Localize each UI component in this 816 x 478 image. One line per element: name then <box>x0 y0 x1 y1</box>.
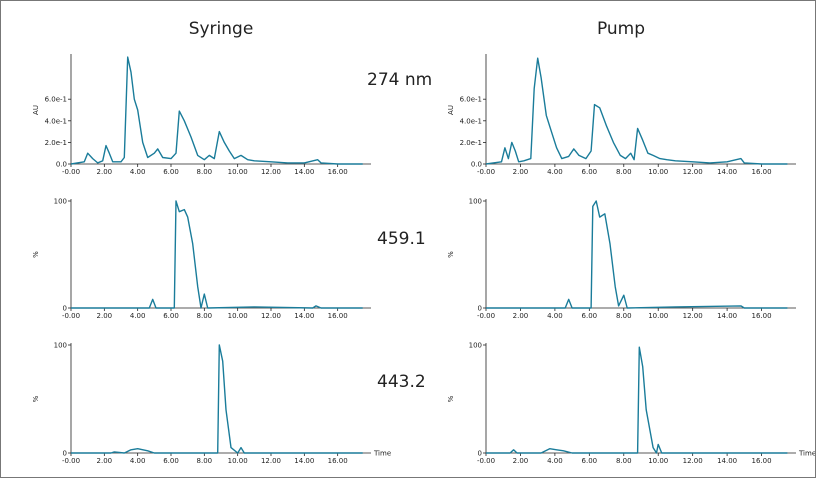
x-tick-label: 8.00 <box>197 457 213 465</box>
x-tick-label: -0.00 <box>477 457 495 465</box>
y-tick-label: 2.0e-1 <box>460 139 482 147</box>
x-tick-label: 12.00 <box>683 168 703 176</box>
x-tick-label: 6.00 <box>163 457 179 465</box>
x-tick-label: 4.00 <box>547 457 563 465</box>
x-tick-label: 6.00 <box>582 312 598 320</box>
x-tick-label: 8.00 <box>616 457 632 465</box>
x-tick-label: 16.00 <box>328 168 348 176</box>
x-tick-label: 14.00 <box>717 312 737 320</box>
y-axis-label: AU <box>32 105 40 115</box>
x-tick-label: -0.00 <box>477 312 495 320</box>
y-axis-label: % <box>32 395 40 402</box>
y-tick-label: 100 <box>54 342 67 350</box>
x-tick-label: 2.00 <box>97 312 113 320</box>
x-axis-label: Time <box>798 450 815 458</box>
x-tick-label: 16.00 <box>752 168 772 176</box>
x-tick-label: 6.00 <box>163 168 179 176</box>
x-tick-label: 16.00 <box>328 312 348 320</box>
x-tick-label: 10.00 <box>228 457 248 465</box>
y-tick-label: 0.0 <box>56 161 67 169</box>
y-tick-label: 4.0e-1 <box>460 117 482 125</box>
x-tick-label: 14.00 <box>294 168 314 176</box>
row-label: 443.2 <box>377 372 426 392</box>
y-tick-label: 6.0e-1 <box>460 96 482 104</box>
y-axis-label: % <box>447 395 455 402</box>
y-tick-label: 100 <box>469 342 482 350</box>
row-label: 274 nm <box>367 70 432 90</box>
y-tick-label: 0 <box>478 305 482 313</box>
x-tick-label: 14.00 <box>717 168 737 176</box>
y-axis-label: % <box>32 251 40 258</box>
x-tick-label: 16.00 <box>752 457 772 465</box>
trace <box>485 57 788 165</box>
column-title: Syringe <box>189 19 254 39</box>
x-tick-label: 12.00 <box>683 312 703 320</box>
x-tick-label: 2.00 <box>513 457 529 465</box>
y-axis-label: % <box>447 251 455 258</box>
x-tick-label: 2.00 <box>513 312 529 320</box>
trace <box>71 344 363 454</box>
x-tick-label: 8.00 <box>616 312 632 320</box>
x-tick-label: 6.00 <box>163 312 179 320</box>
x-tick-label: 2.00 <box>97 168 113 176</box>
x-tick-label: -0.00 <box>477 168 495 176</box>
x-tick-label: 12.00 <box>261 168 281 176</box>
x-tick-label: -0.00 <box>62 168 80 176</box>
y-tick-label: 0 <box>63 450 67 458</box>
trace <box>486 200 788 309</box>
y-tick-label: 6.0e-1 <box>45 96 67 104</box>
x-tick-label: 6.00 <box>582 168 598 176</box>
x-tick-label: -0.00 <box>62 312 80 320</box>
y-tick-label: 100 <box>54 198 67 206</box>
y-tick-label: 0 <box>478 450 482 458</box>
y-tick-label: 0.0 <box>471 161 482 169</box>
x-tick-label: 14.00 <box>717 457 737 465</box>
x-tick-label: 16.00 <box>328 457 348 465</box>
x-tick-label: 14.00 <box>294 312 314 320</box>
y-tick-label: 100 <box>469 198 482 206</box>
x-tick-label: 4.00 <box>130 457 146 465</box>
x-axis-label: Time <box>373 450 391 458</box>
y-tick-label: 0 <box>63 305 67 313</box>
x-tick-label: 8.00 <box>197 312 213 320</box>
trace <box>71 200 363 309</box>
x-tick-label: 4.00 <box>547 168 563 176</box>
x-tick-label: 10.00 <box>228 168 248 176</box>
x-tick-label: 16.00 <box>752 312 772 320</box>
x-tick-label: 2.00 <box>97 457 113 465</box>
x-tick-label: 8.00 <box>197 168 213 176</box>
row-label: 459.1 <box>377 229 426 249</box>
trace <box>486 346 788 454</box>
x-tick-label: 12.00 <box>683 457 703 465</box>
x-tick-label: 4.00 <box>130 312 146 320</box>
y-tick-label: 2.0e-1 <box>45 139 67 147</box>
column-title: Pump <box>597 19 645 39</box>
y-tick-label: 4.0e-1 <box>45 117 67 125</box>
x-tick-label: 12.00 <box>261 312 281 320</box>
x-tick-label: 12.00 <box>261 457 281 465</box>
x-tick-label: 14.00 <box>294 457 314 465</box>
x-tick-label: 10.00 <box>228 312 248 320</box>
x-tick-label: 10.00 <box>648 457 668 465</box>
x-tick-label: 2.00 <box>513 168 529 176</box>
y-axis-label: AU <box>447 105 455 115</box>
trace <box>70 56 363 165</box>
x-tick-label: 8.00 <box>616 168 632 176</box>
x-tick-label: 4.00 <box>130 168 146 176</box>
x-tick-label: 10.00 <box>648 312 668 320</box>
x-tick-label: 10.00 <box>648 168 668 176</box>
x-tick-label: 6.00 <box>582 457 598 465</box>
x-tick-label: -0.00 <box>62 457 80 465</box>
x-tick-label: 4.00 <box>547 312 563 320</box>
